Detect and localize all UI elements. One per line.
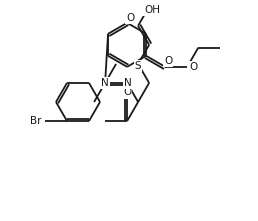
Text: O: O xyxy=(189,62,197,72)
Text: OH: OH xyxy=(144,5,160,15)
Text: O: O xyxy=(164,56,172,66)
Text: S: S xyxy=(135,61,141,71)
Text: N: N xyxy=(101,78,109,88)
Text: O: O xyxy=(126,13,134,23)
Text: Br: Br xyxy=(30,116,42,126)
Text: O: O xyxy=(123,87,131,97)
Text: N: N xyxy=(124,78,132,88)
